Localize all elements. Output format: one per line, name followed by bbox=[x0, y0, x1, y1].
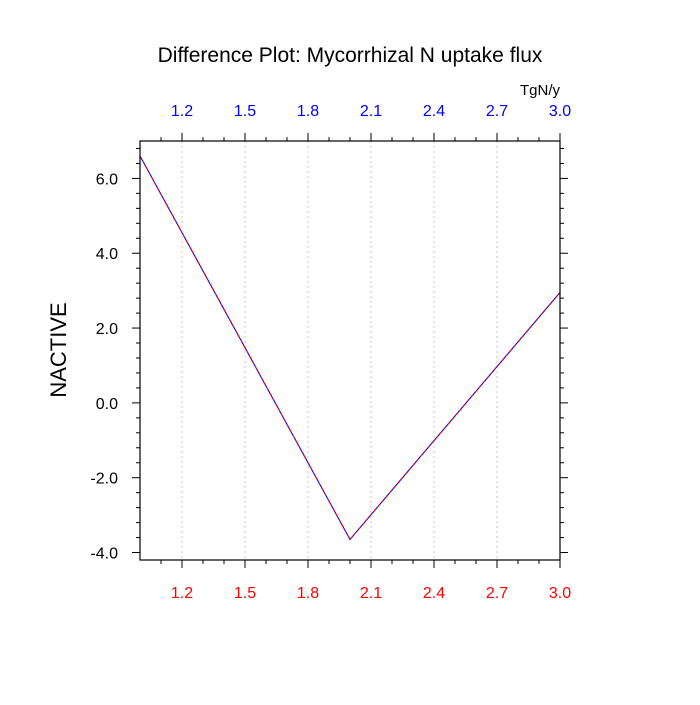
x-tick-label-bottom: 1.8 bbox=[297, 585, 319, 602]
grid-layer bbox=[181, 141, 498, 560]
x-tick-label-top: 1.8 bbox=[297, 103, 319, 120]
y-tick-label: -2.0 bbox=[90, 471, 118, 488]
x-tick-label-top: 2.4 bbox=[423, 103, 445, 120]
x-tick-label-top: 3.0 bbox=[549, 103, 571, 120]
y-tick-label: 4.0 bbox=[96, 246, 118, 263]
x-tick-label-top: 2.1 bbox=[360, 103, 382, 120]
y-axis-label: NACTIVE bbox=[46, 302, 71, 397]
x-tick-label-bottom: 2.1 bbox=[360, 585, 382, 602]
y-tick-label: 6.0 bbox=[96, 171, 118, 188]
x-tick-label-bottom: 2.4 bbox=[423, 585, 445, 602]
y-tick-label: 0.0 bbox=[96, 396, 118, 413]
chart-title: Difference Plot: Mycorrhizal N uptake fl… bbox=[158, 44, 543, 67]
x-tick-label-top: 1.5 bbox=[234, 103, 256, 120]
x-tick-label-top: 2.7 bbox=[486, 103, 508, 120]
x-tick-label-bottom: 2.7 bbox=[486, 585, 508, 602]
x-tick-label-bottom: 1.5 bbox=[234, 585, 256, 602]
x-tick-label-top: 1.2 bbox=[171, 103, 193, 120]
label-layer: 1.2 1.2 1.5 1.5 1.8 1.8 2.1 2.1 2.4 2.4 2.7 2.7 3.0 3… bbox=[90, 103, 571, 602]
units-label: TgN/y bbox=[520, 82, 561, 99]
series-layer bbox=[139, 155, 561, 541]
x-tick-label-bottom: 3.0 bbox=[549, 585, 571, 602]
series-line-dash bbox=[139, 155, 561, 541]
y-tick-label: 2.0 bbox=[96, 321, 118, 338]
tick-layer bbox=[132, 133, 568, 568]
x-tick-label-bottom: 1.2 bbox=[171, 585, 193, 602]
y-tick-label: -4.0 bbox=[90, 546, 118, 563]
